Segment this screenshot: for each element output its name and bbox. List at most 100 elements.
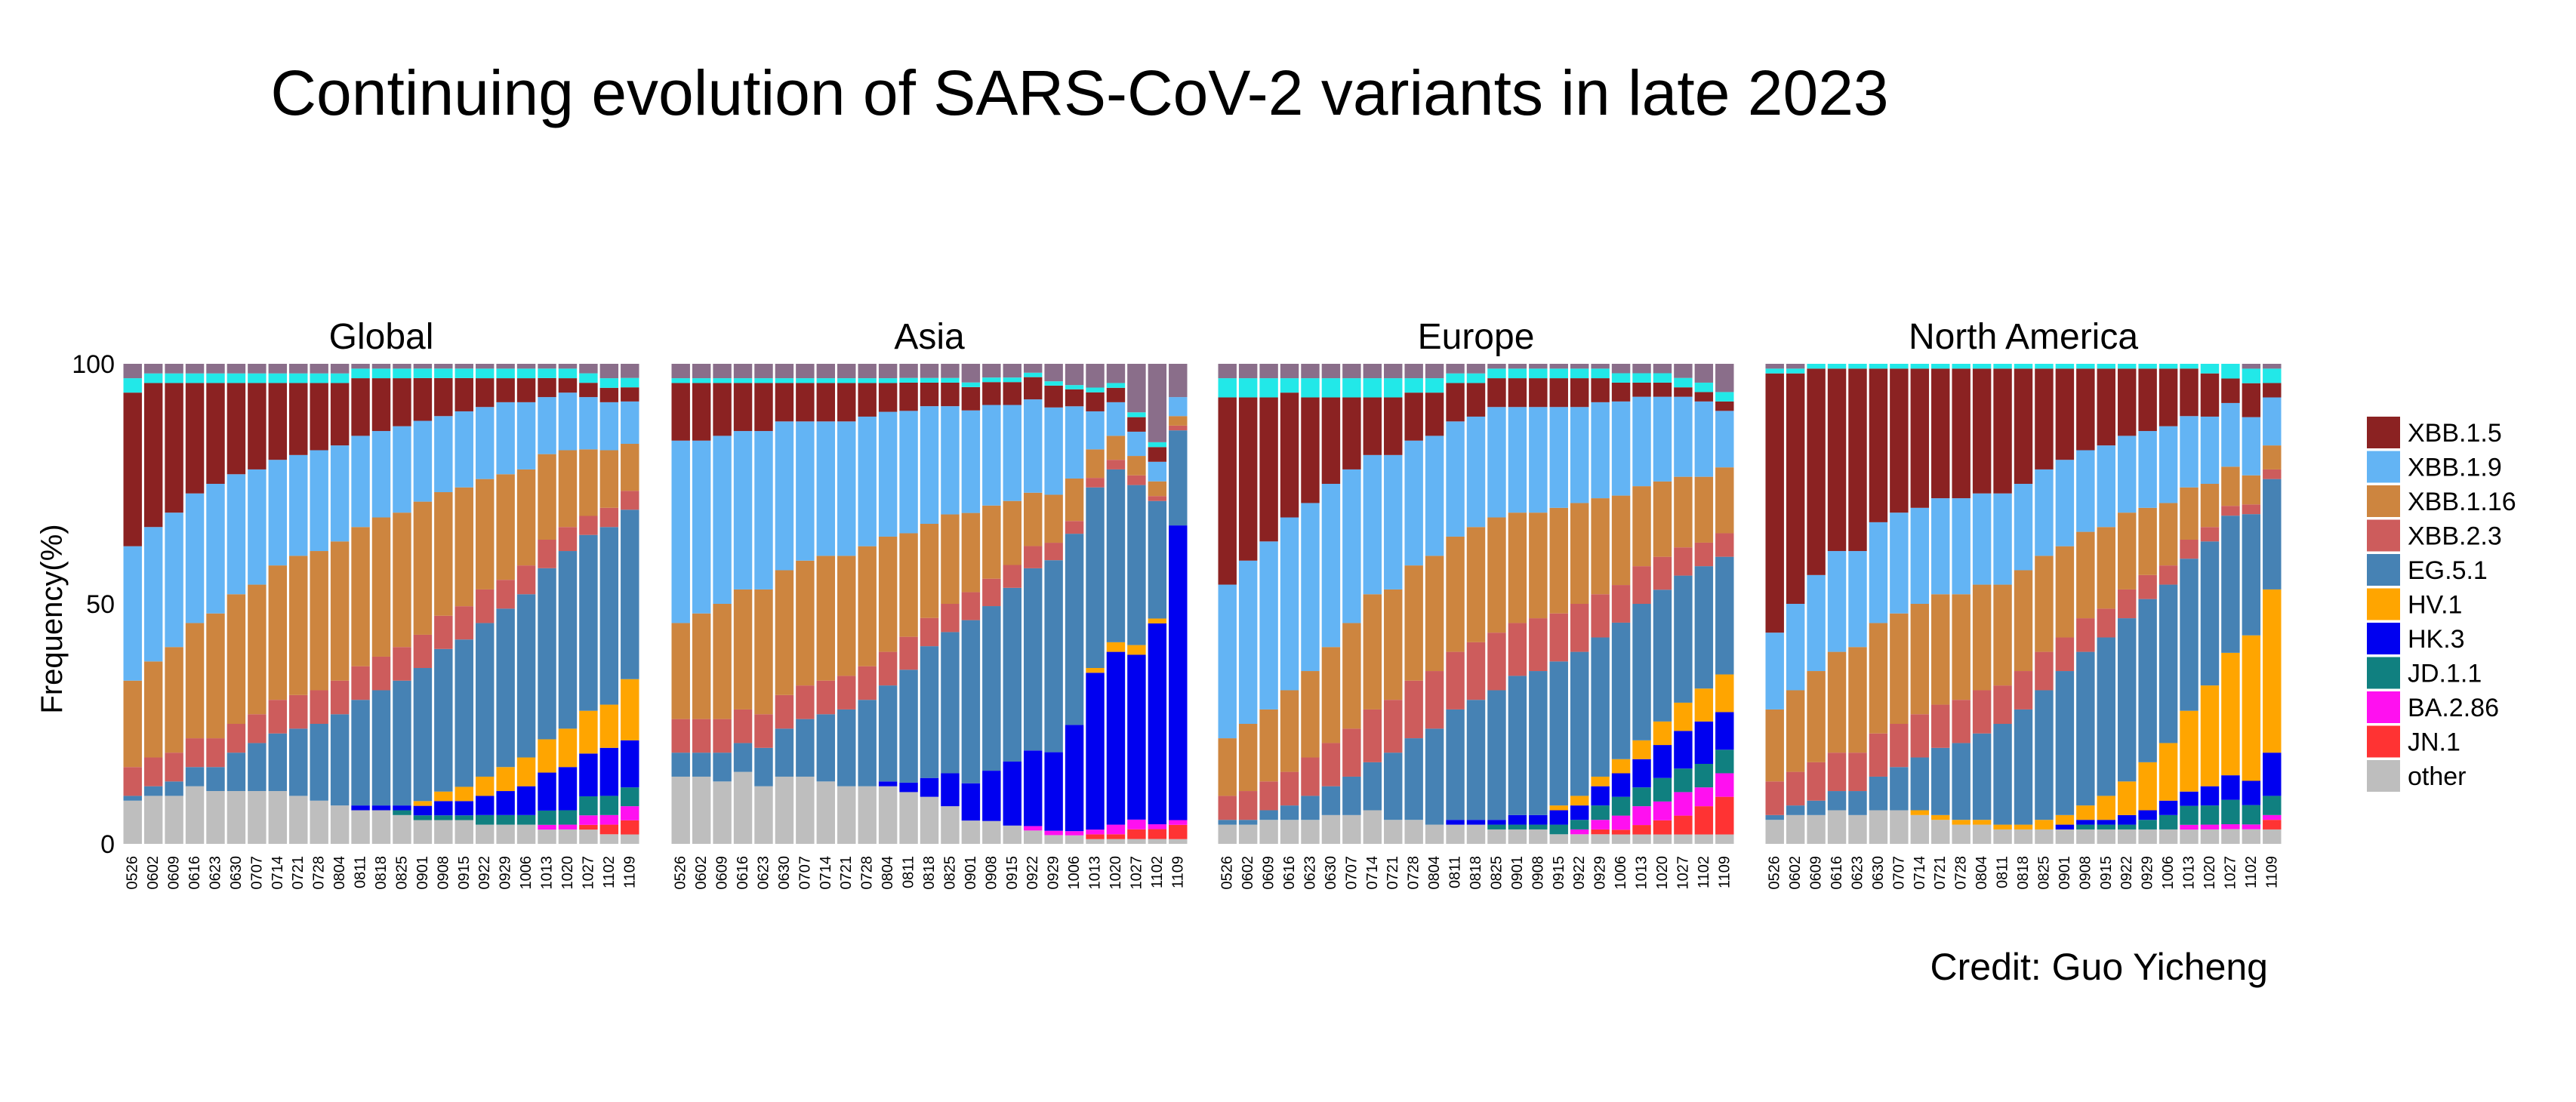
bar-asia-0526-xbb-2-3 [671, 719, 690, 753]
x-tick-label-europe-0818: 0818 [1468, 856, 1484, 890]
bar-north-america-0811-other [1993, 829, 2012, 844]
bar-asia-1027-xbb-1-5 [1127, 417, 1146, 432]
x-tick-label-asia-1020: 1020 [1108, 856, 1124, 890]
bar-north-america-0908-a [2076, 364, 2095, 369]
bar-asia-0804-eg-5-1 [878, 685, 898, 782]
bar-north-america-0811-xbb-1-16 [1993, 584, 2012, 686]
bar-europe-0818-hk-3 [1466, 820, 1486, 825]
x-tick-label-global-1006: 1006 [518, 856, 535, 890]
x-tick-label-europe-0714: 0714 [1364, 856, 1381, 890]
bar-north-america-1013-xbb-1-16 [2180, 487, 2199, 540]
bar-north-america-0623-xbb-1-5 [1848, 368, 1867, 552]
bar-global-0818-xbb-1-5 [371, 378, 391, 432]
bar-asia-0526-b [671, 364, 690, 379]
bar-global-1027-ba-2-86 [579, 815, 598, 825]
x-tick-label-global-0929: 0929 [498, 856, 514, 890]
bar-global-0811-b [351, 364, 370, 369]
bar-europe-0908-xbb-1-5 [1529, 378, 1548, 408]
bar-global-0922-other [475, 824, 495, 844]
x-tick-label-europe-0908: 0908 [1530, 856, 1546, 890]
bar-global-0721-a [289, 373, 308, 383]
bar-global-0616-xbb-2-3 [185, 738, 205, 768]
bar-global-1102-hk-3 [599, 747, 619, 796]
bar-asia-0811-hk-3 [899, 782, 918, 793]
bar-europe-0915-xbb-1-16 [1549, 507, 1568, 614]
bar-north-america-0908-xbb-2-3 [2076, 618, 2095, 652]
x-tick-label-europe-0630: 0630 [1323, 856, 1339, 890]
x-tick-label-north-america-0915: 0915 [2098, 856, 2115, 890]
bar-asia-0616-eg-5-1 [733, 743, 753, 772]
bar-asia-0707-other [796, 776, 815, 844]
bar-europe-1020-hk-3 [1653, 745, 1672, 778]
legend-label-jd-1-1: JD.1.1 [2408, 660, 2482, 688]
bar-europe-1006-xbb-1-9 [1611, 401, 1631, 496]
bar-asia-0630-xbb-2-3 [775, 694, 794, 729]
bar-europe-0630-eg-5-1 [1321, 786, 1341, 815]
bar-europe-0616-xbb-1-5 [1280, 392, 1299, 518]
bar-north-america-0602-other [1786, 814, 1805, 844]
bar-europe-1020-eg-5-1 [1653, 589, 1672, 722]
bar-asia-0623-b [754, 364, 773, 379]
legend-swatch-xbb-1-16 [2367, 485, 2400, 517]
bar-north-america-1020-xbb-1-9 [2200, 416, 2220, 484]
bar-asia-0609-xbb-1-9 [713, 436, 732, 604]
bar-asia-0602-other [692, 776, 711, 844]
legend-label-xbb-1-16: XBB.1.16 [2408, 488, 2516, 516]
bar-asia-1006-b [1065, 364, 1084, 386]
bar-global-1027-eg-5-1 [579, 534, 598, 711]
legend-swatch-xbb-2-3 [2367, 519, 2400, 552]
bar-north-america-0804-eg-5-1 [1972, 733, 1992, 820]
bar-europe-0825-xbb-2-3 [1487, 633, 1506, 691]
x-tick-label-north-america-0804: 0804 [1974, 856, 1990, 890]
bar-north-america-1027-ba-2-86 [2221, 824, 2240, 830]
bar-north-america-0922-xbb-1-9 [2117, 436, 2137, 513]
bar-europe-1027-jd-1-1 [1674, 768, 1693, 793]
bar-north-america-0804-other [1972, 824, 1992, 844]
x-tick-label-north-america-0602: 0602 [1787, 856, 1804, 890]
bar-europe-0721-a [1384, 378, 1403, 398]
bar-asia-1020-xbb-1-9 [1106, 402, 1126, 436]
bar-global-0804-b [330, 364, 350, 374]
bar-north-america-0825-xbb-1-16 [2035, 556, 2054, 652]
bar-global-1102-jn-1 [599, 824, 619, 835]
bar-asia-0707-a [796, 378, 815, 383]
bar-north-america-0602-xbb-1-9 [1786, 604, 1805, 691]
bar-europe-1102-xbb-1-16 [1694, 476, 1714, 543]
bar-north-america-0818-xbb-1-5 [2014, 368, 2033, 484]
bar-global-0811-xbb-2-3 [351, 666, 370, 700]
bar-north-america-0929-xbb-1-16 [2138, 507, 2157, 575]
bar-asia-1020-other [1106, 839, 1126, 844]
bar-global-0630-xbb-1-16 [226, 594, 246, 724]
x-tick-label-north-america-0526: 0526 [1767, 856, 1783, 890]
bar-north-america-0609-eg-5-1 [1807, 800, 1826, 815]
bar-europe-0825-hk-3 [1487, 820, 1506, 825]
x-tick-label-global-0811: 0811 [353, 856, 369, 888]
bar-asia-0901-hk-3 [961, 783, 981, 821]
bar-asia-1013-ba-2-86 [1086, 830, 1105, 835]
bar-north-america-0630-xbb-1-9 [1869, 522, 1888, 623]
bar-asia-1020-xbb-1-16 [1106, 436, 1126, 460]
bar-north-america-0616-xbb-1-5 [1827, 368, 1847, 552]
bar-asia-1013-b [1086, 364, 1105, 388]
bar-asia-1006-other [1065, 835, 1084, 844]
bar-europe-1006-jd-1-1 [1611, 796, 1631, 816]
bar-north-america-0818-xbb-2-3 [2014, 671, 2033, 710]
x-tick-label-asia-0616: 0616 [735, 856, 751, 890]
bar-north-america-0818-xbb-1-16 [2014, 570, 2033, 672]
bar-asia-0804-hk-3 [878, 781, 898, 786]
bar-asia-0825-hk-3 [941, 773, 960, 807]
bar-asia-0901-xbb-1-16 [961, 513, 981, 593]
bar-north-america-0728-a [1952, 364, 1971, 369]
bar-europe-0707-xbb-1-9 [1342, 469, 1361, 623]
bar-global-0901-hk-3 [413, 805, 433, 816]
bar-asia-0818-xbb-1-16 [920, 524, 939, 618]
bar-asia-0915-a [1003, 377, 1021, 383]
bar-europe-0922-xbb-1-5 [1570, 378, 1589, 408]
bar-north-america-1102-ba-2-86 [2242, 824, 2261, 830]
bar-asia-0721-xbb-2-3 [837, 676, 856, 710]
bar-europe-0811-eg-5-1 [1446, 709, 1465, 820]
bar-europe-0915-hv-1 [1549, 805, 1568, 811]
bar-europe-0825-xbb-1-16 [1487, 517, 1506, 633]
bar-europe-0922-a [1570, 368, 1589, 379]
bar-north-america-0811-xbb-1-5 [1993, 368, 2012, 494]
